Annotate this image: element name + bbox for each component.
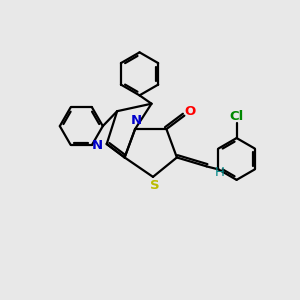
Text: N: N bbox=[92, 139, 103, 152]
Text: H: H bbox=[215, 166, 225, 179]
Text: S: S bbox=[150, 179, 159, 192]
Text: O: O bbox=[185, 105, 196, 118]
Text: N: N bbox=[131, 114, 142, 127]
Text: Cl: Cl bbox=[230, 110, 244, 123]
